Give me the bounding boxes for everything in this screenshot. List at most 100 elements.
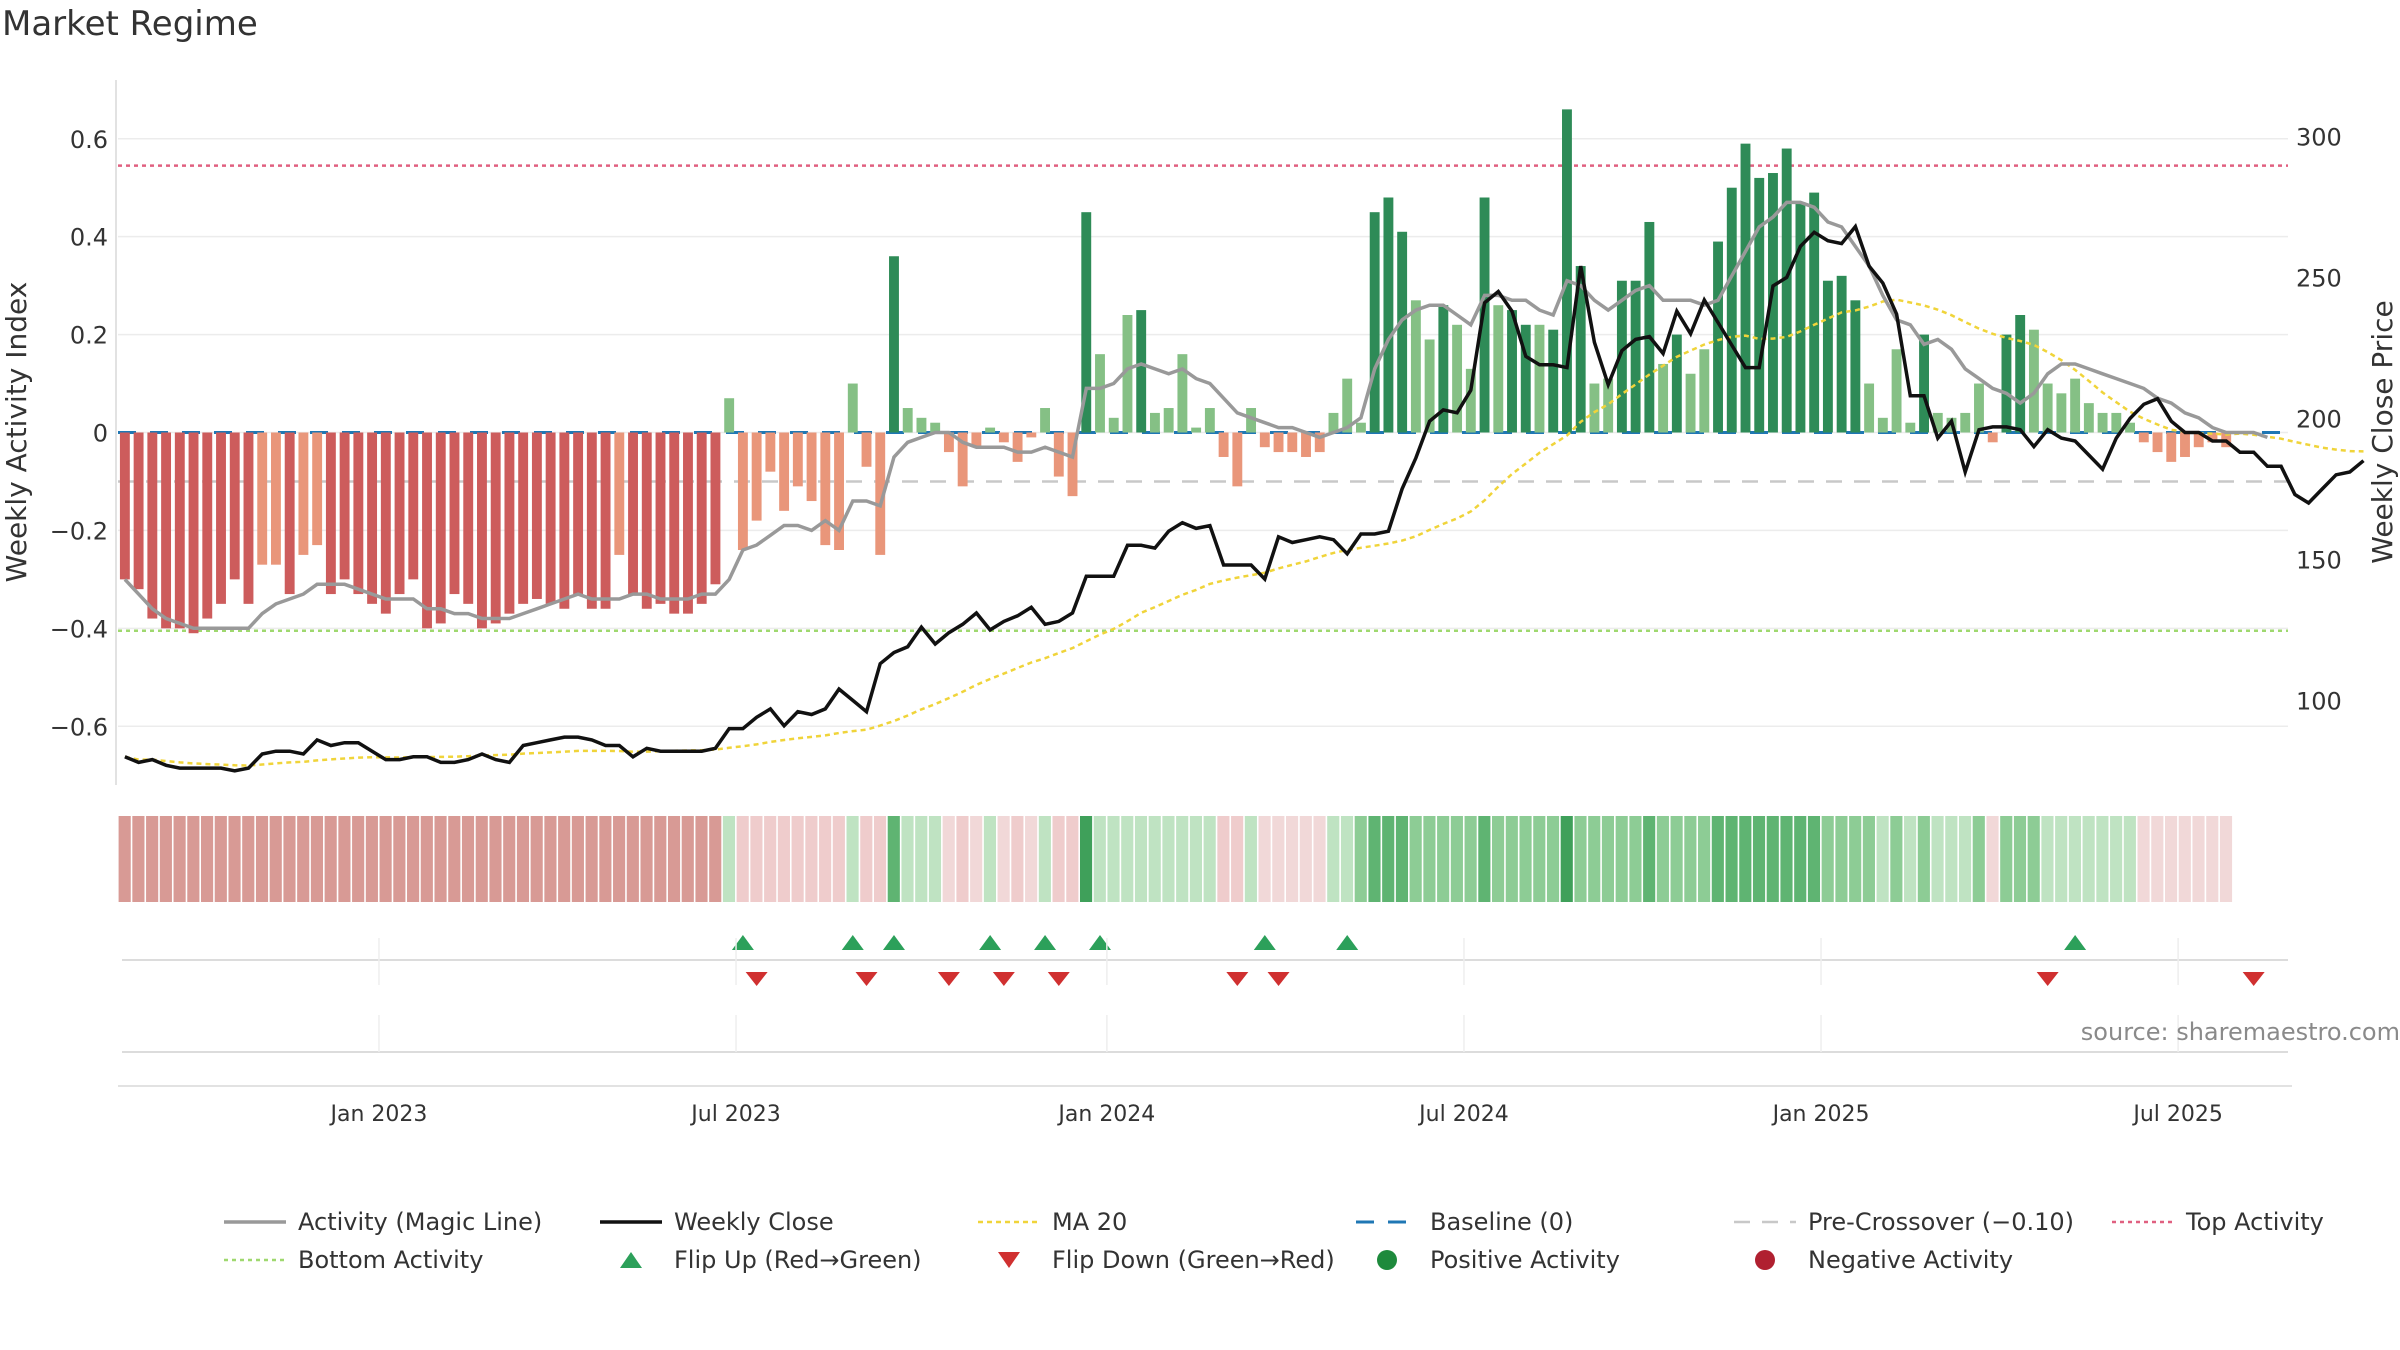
regime-cell — [393, 816, 406, 902]
activity-bar — [724, 398, 735, 433]
activity-bar — [380, 432, 391, 614]
activity-bar — [737, 432, 748, 550]
regime-cell — [1574, 816, 1587, 902]
activity-bar — [806, 432, 817, 502]
series-lines — [123, 200, 2365, 773]
activity-bar — [1067, 432, 1078, 497]
regime-cell — [1601, 816, 1615, 902]
regime-cell — [242, 816, 255, 902]
activity-bar — [1204, 408, 1215, 433]
flip-down-marker — [1226, 972, 1249, 986]
regime-cell — [1972, 816, 1985, 902]
regime-cell — [1890, 816, 1903, 902]
activity-bar — [1328, 412, 1339, 433]
weekly-close-line — [124, 223, 2365, 773]
regime-cell — [1904, 816, 1917, 902]
activity-bar — [1562, 109, 1572, 433]
activity-bar — [916, 417, 927, 433]
regime-cell — [2137, 816, 2150, 902]
x-tick-label: Jul 2023 — [689, 1102, 781, 1127]
regime-cell — [173, 816, 186, 902]
regime-cell — [2123, 816, 2136, 902]
regime-cell — [1244, 816, 1257, 902]
activity-bar — [1822, 280, 1833, 433]
activity-bar — [1575, 266, 1586, 433]
regime-cell — [1780, 816, 1793, 902]
activity-bar — [696, 432, 707, 604]
activity-bar — [2070, 378, 2081, 433]
regime-cell — [846, 816, 859, 902]
y2-tick-label: 100 — [2296, 687, 2342, 715]
flip-down-marker — [2242, 972, 2265, 986]
x-tick-label: Jan 2023 — [328, 1102, 427, 1127]
legend-symbol — [978, 1248, 1040, 1272]
activity-bar — [861, 432, 872, 467]
regime-cell — [2041, 816, 2054, 902]
activity-bar — [1960, 412, 1971, 433]
activity-bar — [531, 432, 542, 599]
regime-cell — [1698, 816, 1711, 902]
legend-item: Flip Up (Red→Green) — [600, 1246, 922, 1274]
activity-bar — [889, 256, 899, 433]
regime-cell — [1849, 816, 1862, 902]
activity-bar — [2111, 412, 2122, 433]
regime-cell — [1217, 816, 1230, 902]
regime-cell — [2068, 816, 2081, 902]
regime-cell — [928, 816, 942, 902]
activity-bar — [1383, 197, 1394, 433]
regime-cell — [201, 816, 214, 902]
activity-bar — [1548, 329, 1559, 433]
activity-bar — [1974, 383, 1984, 433]
activity-bar — [243, 432, 254, 604]
legend-item: Weekly Close — [600, 1208, 834, 1236]
regime-cell — [1478, 816, 1491, 902]
activity-bar — [202, 432, 213, 619]
activity-bar — [1836, 275, 1847, 433]
regime-cell — [1423, 816, 1436, 902]
activity-bar — [257, 432, 268, 565]
activity-bar — [2042, 383, 2053, 433]
legend-symbol — [224, 1248, 286, 1272]
axes: 0.6 0.4 0.2 0 −0.2 −0.4 −0.6 300 250 200 150 100 — [50, 80, 2342, 785]
activity-bar — [1534, 324, 1545, 433]
activity-bar — [518, 432, 529, 604]
activity-bar — [284, 432, 295, 595]
activity-bar — [1603, 378, 1614, 433]
activity-bar — [930, 422, 941, 433]
activity-bar — [1740, 143, 1751, 433]
regime-cell — [1835, 816, 1848, 902]
activity-bar — [1493, 305, 1504, 433]
activity-bar — [367, 432, 378, 604]
y-tick-label: 0.2 — [70, 322, 108, 350]
activity-bar — [2001, 334, 2012, 433]
flip-markers — [122, 935, 2288, 986]
flip-up-marker — [882, 935, 905, 950]
regime-cell — [365, 816, 378, 902]
activity-bar — [408, 432, 419, 580]
regime-cell — [1052, 816, 1065, 902]
regime-cell — [695, 816, 708, 902]
regime-cell — [338, 816, 351, 902]
regime-cell — [146, 816, 159, 902]
regime-cell — [1038, 816, 1051, 902]
regime-cell — [791, 816, 804, 902]
regime-cell — [461, 816, 475, 902]
activity-bar — [1809, 192, 1820, 433]
activity-bar — [1342, 378, 1353, 433]
legend-label: Flip Up (Red→Green) — [674, 1246, 922, 1274]
legend-item: Top Activity — [2112, 1208, 2324, 1236]
regime-cell — [214, 816, 227, 902]
activity-bar — [820, 432, 831, 546]
legend-symbol — [1356, 1210, 1418, 1234]
legend-symbol — [1734, 1210, 1796, 1234]
flip-down-marker — [1267, 972, 1290, 986]
activity-bar — [792, 432, 803, 487]
activity-bar — [504, 432, 515, 614]
activity-bar — [586, 432, 597, 609]
activity-bar — [2193, 432, 2204, 448]
regime-cell — [255, 816, 269, 902]
activity-bar — [1246, 408, 1257, 433]
regime-cell — [1986, 816, 1999, 902]
regime-cell — [805, 816, 818, 902]
activity-magic-line — [123, 200, 2268, 631]
